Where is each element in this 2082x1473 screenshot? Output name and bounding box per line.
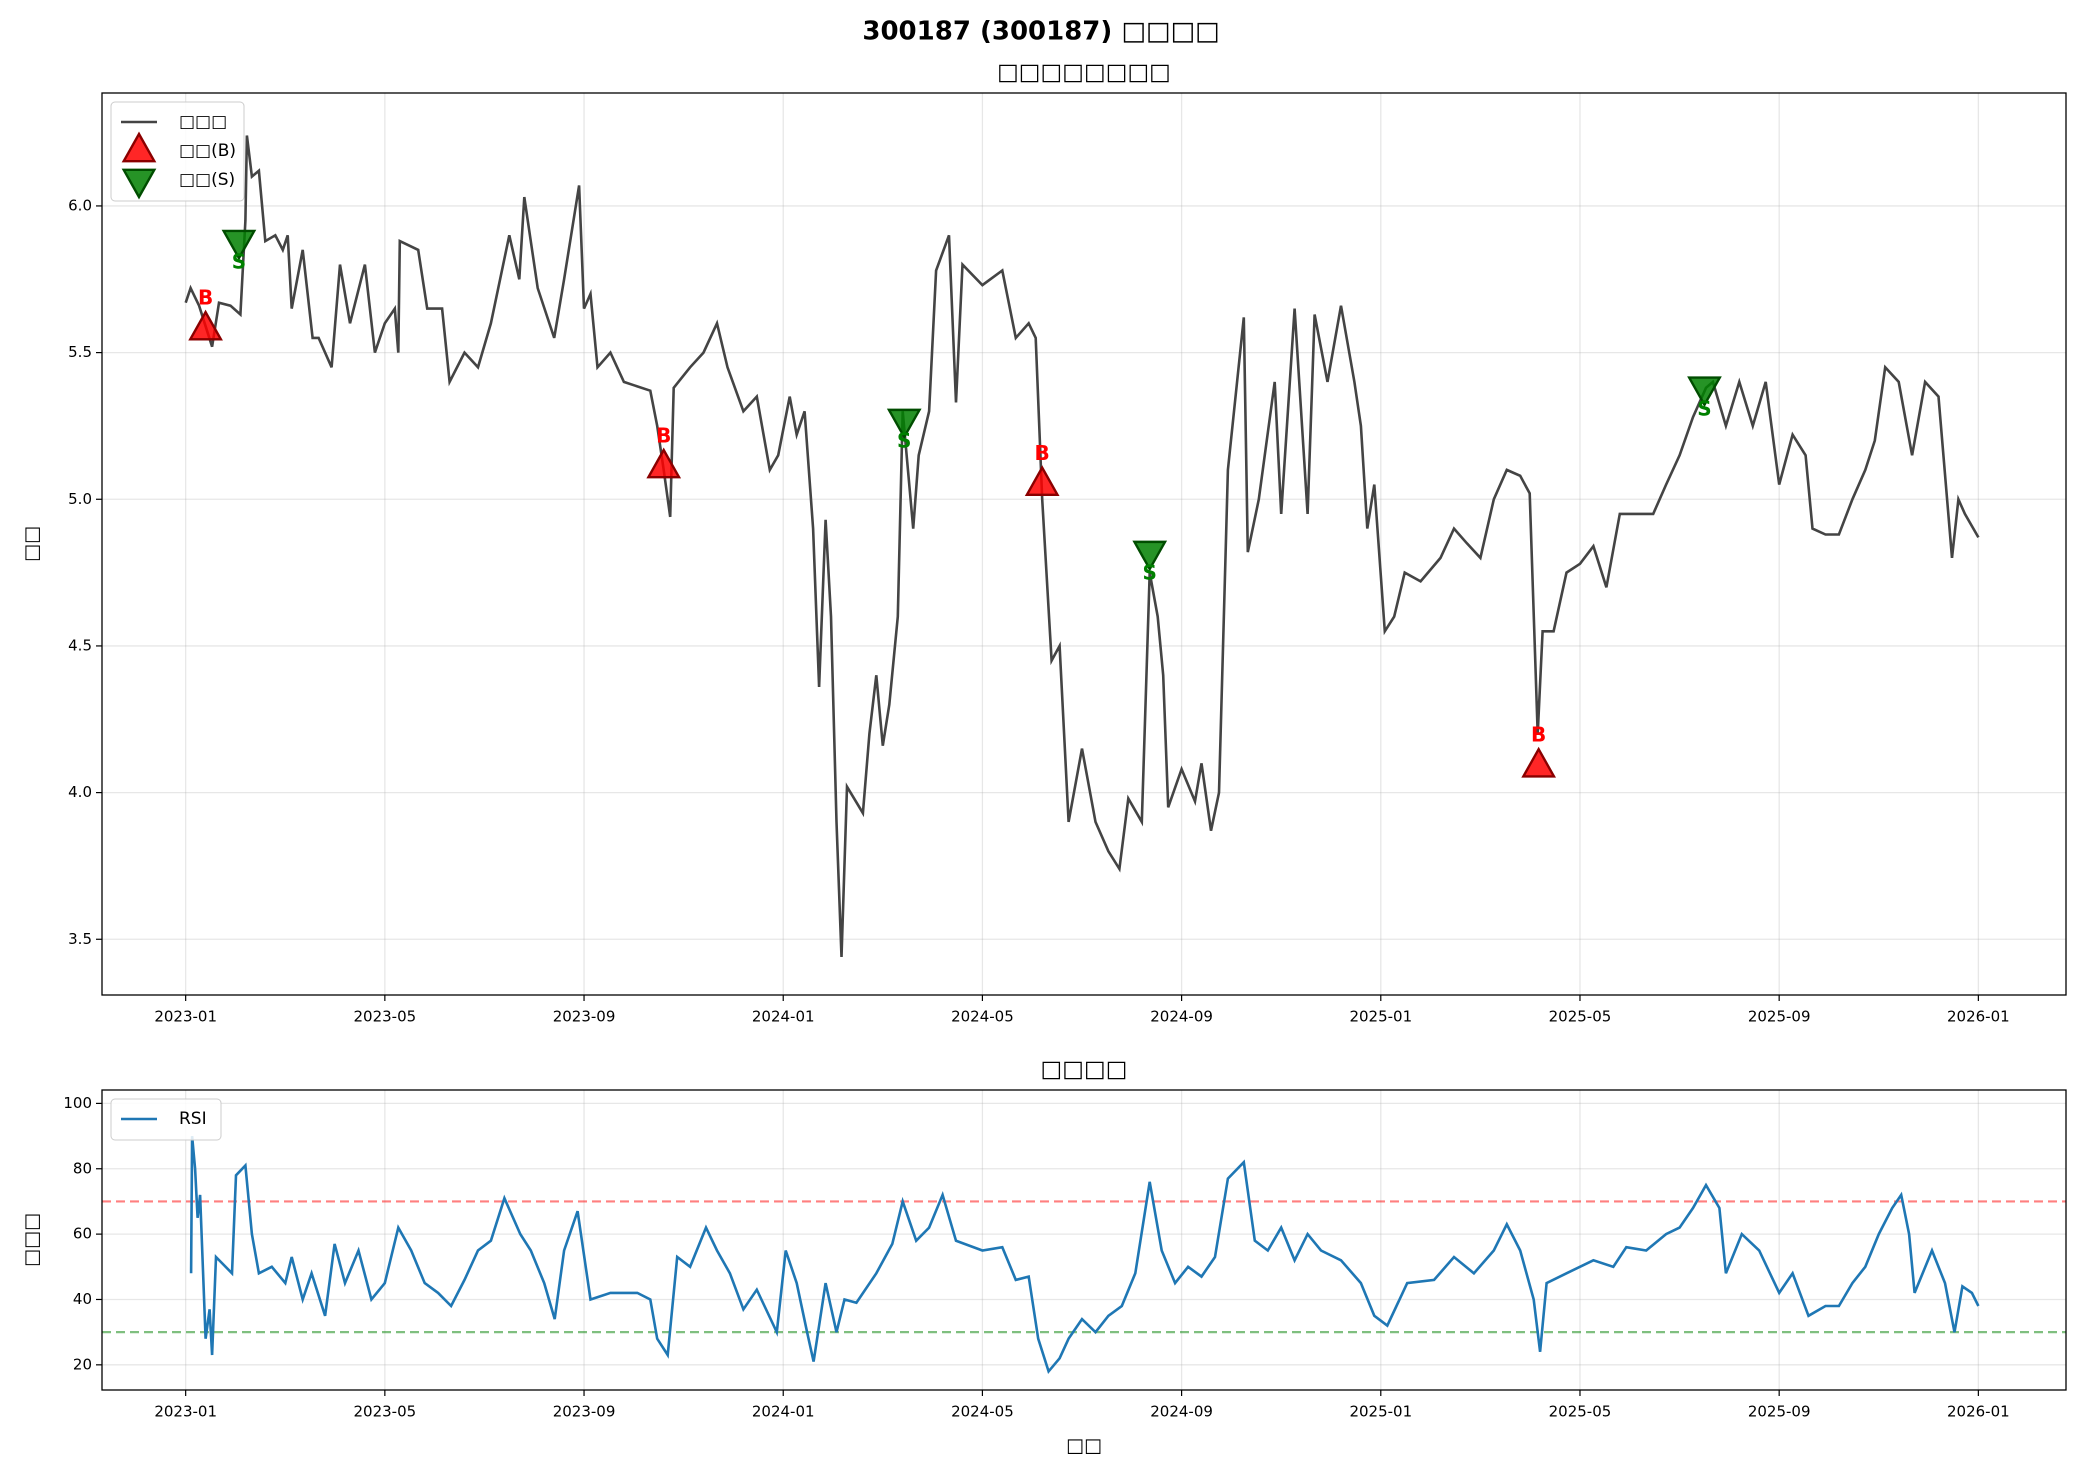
y-tick-label: 40 — [73, 1290, 92, 1308]
x-tick-label: 2024-05 — [951, 1008, 1014, 1026]
buy-marker — [1024, 465, 1060, 496]
x-tick-label: 2025-01 — [1349, 1008, 1412, 1026]
legend-label: □□□ — [179, 112, 227, 132]
buy-marker — [646, 447, 682, 479]
sell-marker — [1687, 376, 1722, 408]
y-tick-label: 5.5 — [68, 343, 92, 361]
x-tick-label: 2026-01 — [1947, 1008, 2010, 1026]
buy-label: B — [656, 424, 671, 448]
x-tick-label: 2023-09 — [553, 1008, 616, 1026]
legend-label: □□(S) — [179, 170, 235, 190]
x-tick-label: 2026-01 — [1947, 1403, 2010, 1421]
legend-label: □□(B) — [179, 141, 236, 161]
x-tick-label: 2024-05 — [951, 1403, 1014, 1421]
sell-label: S — [1143, 561, 1157, 585]
sell-label: S — [232, 250, 246, 274]
y-tick-label: 60 — [73, 1225, 92, 1243]
x-tick-label: 2023-05 — [354, 1403, 417, 1421]
series-line — [189, 1135, 1980, 1375]
x-tick-label: 2025-09 — [1748, 1008, 1811, 1026]
x-tick-label: 2024-01 — [752, 1008, 815, 1026]
x-axis-label: □□ — [1066, 1435, 1102, 1457]
x-tick-label: 2025-01 — [1349, 1403, 1412, 1421]
legend-swatch — [121, 168, 157, 200]
axes-title: □□□□□□□□ — [997, 60, 1171, 86]
axes-frame — [101, 92, 2067, 996]
axes-frame — [101, 1089, 2067, 1391]
sell-label: S — [1697, 396, 1711, 420]
y-tick-label: 20 — [73, 1355, 92, 1373]
x-tick-label: 2025-09 — [1748, 1403, 1811, 1421]
axes-title: □□□□ — [1041, 1057, 1128, 1083]
buy-label: B — [1531, 723, 1546, 747]
buy-label: B — [1035, 441, 1050, 465]
y-tick-label: 4.0 — [68, 783, 92, 801]
figure-title: 300187 (300187) □□□□ — [862, 17, 1219, 47]
sell-label: S — [897, 429, 911, 453]
x-tick-label: 2024-09 — [1150, 1008, 1213, 1026]
buy-marker — [188, 309, 223, 341]
legend-swatch — [121, 131, 157, 163]
buy-label: B — [198, 286, 213, 310]
legend-box — [110, 1098, 222, 1141]
y-tick-label: 80 — [73, 1159, 92, 1177]
legend-label: RSI — [179, 1109, 207, 1129]
y-axis-label: □□□ — [21, 1213, 43, 1267]
buy-marker — [1521, 746, 1557, 778]
x-tick-label: 2024-09 — [1150, 1403, 1213, 1421]
x-tick-label: 2023-01 — [154, 1403, 217, 1421]
y-tick-label: 100 — [63, 1094, 92, 1112]
y-tick-label: 5.0 — [68, 490, 92, 508]
x-tick-label: 2024-01 — [752, 1403, 815, 1421]
y-axis-label: □□ — [21, 526, 43, 562]
x-tick-label: 2023-09 — [553, 1403, 616, 1421]
y-tick-label: 6.0 — [68, 196, 92, 214]
x-tick-label: 2023-05 — [354, 1008, 417, 1026]
plot-area — [102, 93, 2066, 995]
series-line — [184, 135, 1980, 957]
x-tick-label: 2025-05 — [1549, 1403, 1612, 1421]
x-tick-label: 2025-05 — [1549, 1008, 1612, 1026]
y-tick-label: 4.5 — [68, 636, 92, 654]
sell-marker — [221, 229, 257, 261]
sell-marker — [1132, 540, 1168, 572]
y-tick-label: 3.5 — [68, 930, 92, 948]
sell-marker — [886, 408, 922, 440]
x-tick-label: 2023-01 — [154, 1008, 217, 1026]
